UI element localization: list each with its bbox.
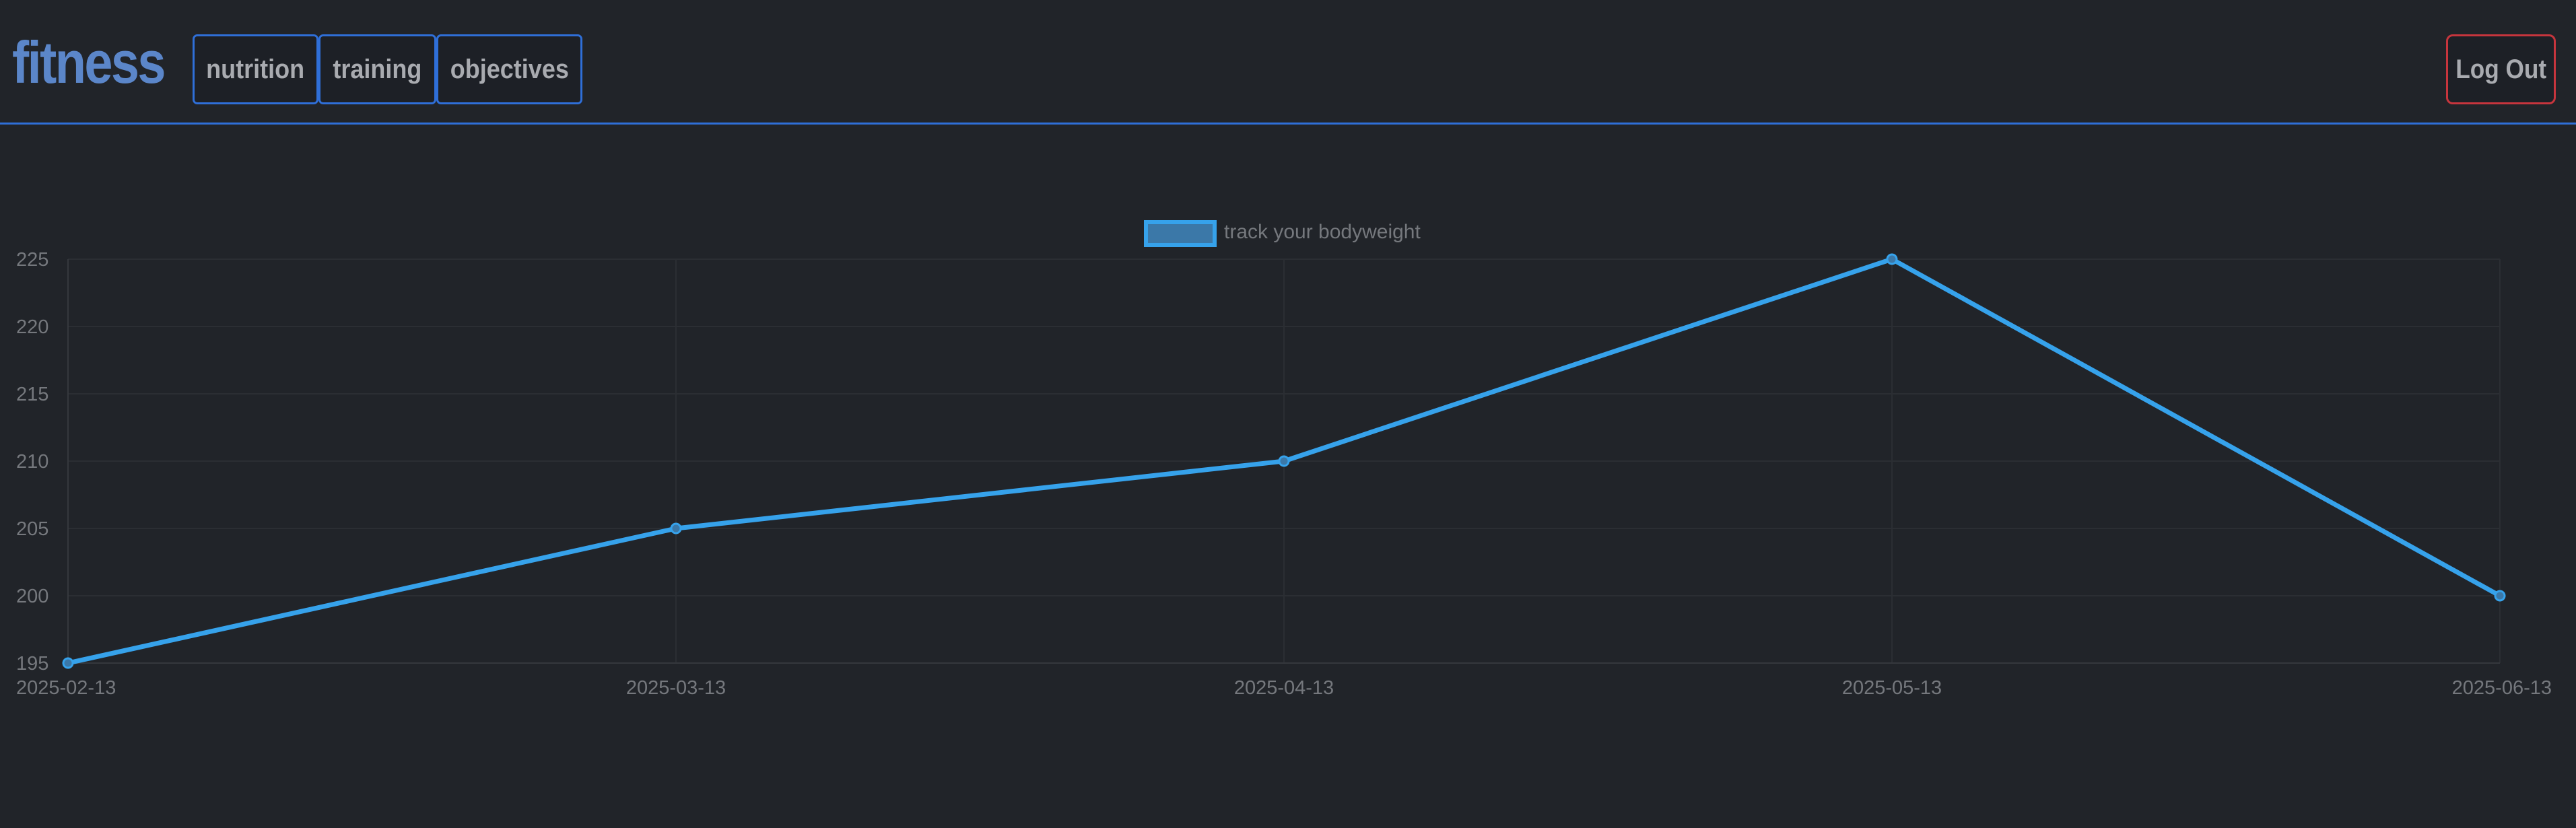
y-tick-label: 195 [16, 653, 48, 675]
x-tick-label: 2025-05-13 [1842, 677, 1942, 699]
chart-axes: 195 200 205 210 215 220 225 2025-02-13 2025-03-1… [16, 249, 2552, 699]
y-tick-label: 205 [16, 518, 48, 540]
x-tick-label: 2025-02-13 [16, 677, 116, 699]
x-tick-label: 2025-03-13 [626, 677, 726, 699]
data-point[interactable] [2494, 590, 2506, 602]
brand-logo[interactable]: fitness [12, 29, 166, 96]
logout-label: Log Out [2455, 54, 2546, 84]
nav-button-label: nutrition [206, 54, 305, 84]
x-tick-label: 2025-04-13 [1234, 677, 1334, 699]
chart-grid [67, 258, 2501, 664]
y-tick-label: 215 [16, 384, 48, 405]
logout-button[interactable]: Log Out [2446, 34, 2556, 104]
data-point[interactable] [62, 657, 74, 669]
data-point[interactable] [670, 522, 682, 534]
top-navbar: fitness nutrition training objectives Lo… [0, 0, 2576, 125]
y-tick-label: 200 [16, 586, 48, 607]
data-point[interactable] [1278, 455, 1290, 467]
y-tick-label: 210 [16, 451, 48, 473]
x-tick-label: 2025-06-13 [2452, 677, 2552, 699]
data-point[interactable] [1886, 253, 1898, 265]
bodyweight-line-chart: 195 200 205 210 215 220 225 2025-02-13 2025-03-1… [16, 220, 2552, 699]
legend-label[interactable]: track your bodyweight [1224, 221, 1421, 243]
nav-button-label: objectives [450, 54, 569, 84]
legend-swatch[interactable] [1144, 220, 1217, 247]
chart-legend[interactable]: track your bodyweight [1144, 220, 1421, 247]
chart-series [62, 253, 2506, 669]
y-tick-label: 225 [16, 249, 48, 271]
nav-button-objectives[interactable]: objectives [436, 34, 582, 104]
nav-button-label: training [333, 54, 422, 84]
nav-button-nutrition[interactable]: nutrition [193, 34, 318, 104]
nav-button-training[interactable]: training [318, 34, 436, 104]
y-tick-label: 220 [16, 316, 48, 338]
